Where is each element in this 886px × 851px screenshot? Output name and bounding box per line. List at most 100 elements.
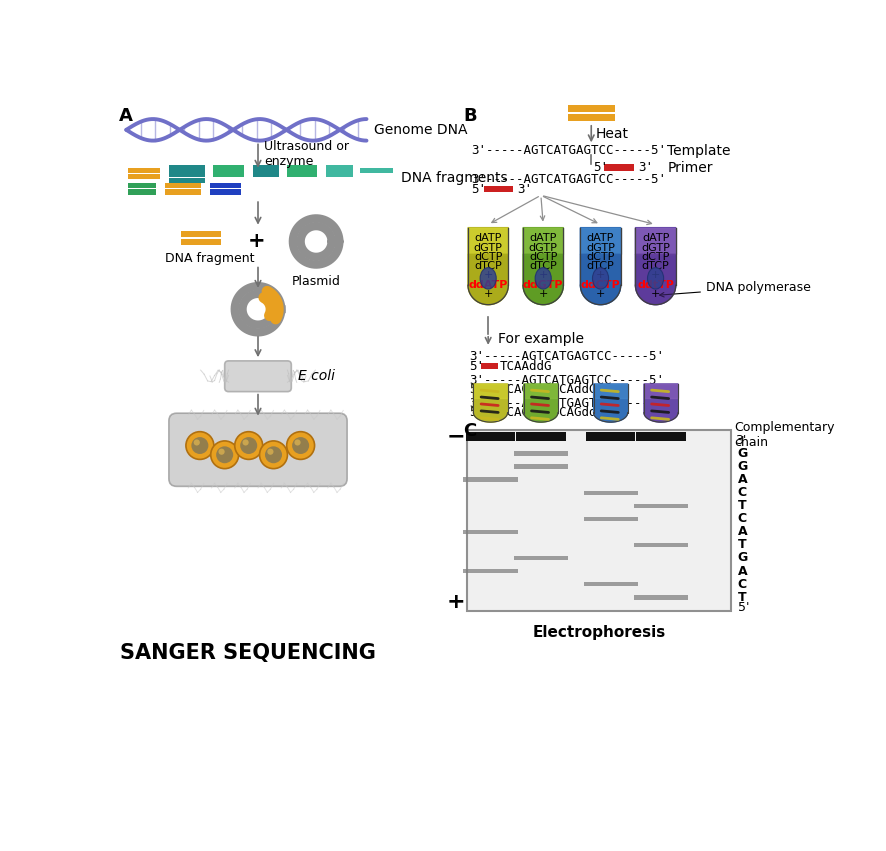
- FancyBboxPatch shape: [169, 414, 347, 487]
- Polygon shape: [473, 384, 508, 422]
- Text: 5': 5': [469, 406, 484, 419]
- FancyBboxPatch shape: [481, 386, 498, 392]
- Text: dTCP: dTCP: [529, 261, 557, 271]
- Text: +: +: [539, 288, 548, 299]
- Text: ddCTP: ddCTP: [580, 280, 620, 289]
- FancyBboxPatch shape: [568, 106, 615, 112]
- Polygon shape: [580, 227, 621, 254]
- FancyBboxPatch shape: [165, 183, 200, 188]
- Text: 3'-----AGTCATGAGTCC-----5': 3'-----AGTCATGAGTCC-----5': [469, 351, 664, 363]
- FancyBboxPatch shape: [586, 431, 635, 441]
- Text: 5': 5': [469, 383, 484, 396]
- Text: dATP: dATP: [530, 233, 557, 243]
- Circle shape: [219, 448, 225, 454]
- Text: A: A: [119, 106, 132, 125]
- Text: Heat: Heat: [596, 127, 629, 140]
- Text: dATP: dATP: [641, 233, 669, 243]
- Text: +: +: [651, 271, 660, 280]
- Polygon shape: [468, 227, 509, 305]
- FancyBboxPatch shape: [213, 165, 244, 171]
- Polygon shape: [523, 227, 563, 305]
- FancyBboxPatch shape: [636, 431, 686, 441]
- Ellipse shape: [480, 268, 496, 289]
- Text: ddtTP: ddtTP: [637, 280, 674, 289]
- Circle shape: [186, 431, 214, 460]
- Text: dGTP: dGTP: [587, 243, 615, 253]
- FancyBboxPatch shape: [326, 171, 353, 177]
- Text: G: G: [738, 551, 748, 564]
- Text: C: C: [738, 578, 747, 591]
- FancyBboxPatch shape: [633, 504, 688, 508]
- FancyBboxPatch shape: [210, 183, 241, 188]
- Text: TCAGTACTCAGddG: TCAGTACTCAGddG: [500, 406, 605, 419]
- Circle shape: [292, 437, 309, 454]
- Circle shape: [240, 437, 257, 454]
- Polygon shape: [523, 254, 563, 305]
- FancyBboxPatch shape: [181, 231, 221, 237]
- Text: dTCP: dTCP: [587, 261, 614, 271]
- Text: 3'-----AGTCATGAGTCC-----5': 3'-----AGTCATGAGTCC-----5': [471, 144, 666, 157]
- Text: 5': 5': [593, 161, 608, 174]
- Text: 3'-----AGTCATGAGTCC-----5': 3'-----AGTCATGAGTCC-----5': [469, 374, 664, 386]
- FancyBboxPatch shape: [253, 171, 279, 177]
- Polygon shape: [644, 384, 678, 422]
- Text: For example: For example: [498, 332, 584, 346]
- Polygon shape: [580, 227, 621, 305]
- FancyBboxPatch shape: [584, 517, 638, 521]
- Text: B: B: [463, 106, 477, 125]
- FancyBboxPatch shape: [463, 569, 517, 574]
- Circle shape: [194, 439, 200, 446]
- FancyBboxPatch shape: [128, 183, 156, 188]
- FancyBboxPatch shape: [584, 490, 638, 494]
- Circle shape: [216, 446, 233, 463]
- Text: A: A: [738, 564, 748, 578]
- Text: dGTP: dGTP: [529, 243, 557, 253]
- Text: T: T: [738, 539, 746, 551]
- Polygon shape: [468, 254, 509, 305]
- Text: T: T: [738, 499, 746, 512]
- Text: G: G: [738, 447, 748, 460]
- Polygon shape: [473, 384, 508, 398]
- Circle shape: [191, 437, 208, 454]
- Text: 3': 3': [517, 183, 532, 196]
- Polygon shape: [644, 384, 678, 398]
- FancyBboxPatch shape: [484, 186, 513, 192]
- Text: dTCP: dTCP: [641, 261, 670, 271]
- Circle shape: [235, 431, 262, 460]
- FancyBboxPatch shape: [516, 431, 565, 441]
- Text: ddATP: ddATP: [469, 280, 508, 289]
- Text: dATP: dATP: [475, 233, 501, 243]
- Text: 3': 3': [734, 434, 746, 448]
- Circle shape: [265, 446, 282, 463]
- FancyBboxPatch shape: [169, 178, 205, 183]
- FancyBboxPatch shape: [514, 465, 568, 469]
- Text: TCAGTACTCAddG: TCAGTACTCAddG: [500, 383, 597, 396]
- FancyBboxPatch shape: [633, 543, 688, 547]
- Text: +: +: [539, 271, 548, 280]
- Ellipse shape: [535, 268, 551, 289]
- FancyBboxPatch shape: [210, 189, 241, 195]
- FancyBboxPatch shape: [467, 430, 731, 611]
- Text: +: +: [596, 271, 605, 280]
- Text: C: C: [463, 422, 477, 441]
- FancyBboxPatch shape: [169, 171, 205, 177]
- Text: dATP: dATP: [587, 233, 614, 243]
- FancyBboxPatch shape: [584, 582, 638, 586]
- FancyBboxPatch shape: [633, 596, 688, 600]
- Text: Plasmid: Plasmid: [291, 276, 340, 288]
- Polygon shape: [635, 227, 676, 305]
- Text: +: +: [484, 271, 493, 280]
- Text: T: T: [738, 591, 746, 603]
- FancyBboxPatch shape: [604, 164, 633, 171]
- Text: A: A: [738, 473, 748, 486]
- Text: Ultrasound or
enzyme: Ultrasound or enzyme: [264, 140, 349, 168]
- Polygon shape: [594, 384, 627, 398]
- Text: ddGTP: ddGTP: [523, 280, 563, 289]
- Text: 5': 5': [738, 601, 750, 614]
- FancyBboxPatch shape: [466, 431, 516, 441]
- FancyBboxPatch shape: [287, 165, 317, 171]
- Ellipse shape: [648, 268, 664, 289]
- Text: +: +: [651, 288, 660, 299]
- FancyBboxPatch shape: [514, 556, 568, 560]
- FancyBboxPatch shape: [326, 165, 353, 171]
